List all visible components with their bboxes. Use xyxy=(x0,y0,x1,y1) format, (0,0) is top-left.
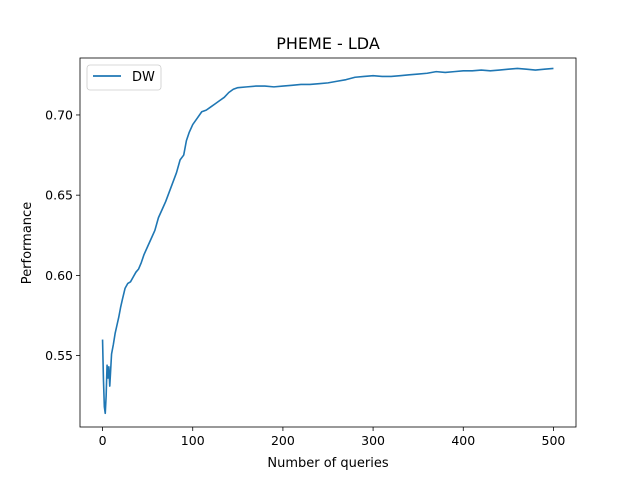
x-tick-label: 200 xyxy=(271,433,295,448)
y-axis-label: Performance xyxy=(20,202,35,284)
plot-area xyxy=(80,58,576,427)
y-tick-label: 0.70 xyxy=(45,107,73,122)
x-tick-label: 0 xyxy=(99,433,107,448)
y-tick-label: 0.65 xyxy=(45,188,73,203)
legend-box xyxy=(86,64,162,91)
chart-title: PHEME - LDA xyxy=(276,34,380,53)
x-tick-label: 400 xyxy=(451,433,475,448)
x-tick-label: 100 xyxy=(181,433,205,448)
x-tick-label: 300 xyxy=(361,433,385,448)
x-axis-label: Number of queries xyxy=(267,456,388,471)
legend-label-dw: DW xyxy=(132,70,155,85)
y-tick-label: 0.55 xyxy=(45,348,73,363)
series-line-dw xyxy=(101,67,554,415)
x-tick-label: 500 xyxy=(542,433,566,448)
plot-frame xyxy=(79,57,577,428)
legend: DW xyxy=(86,64,162,91)
y-tick-label: 0.60 xyxy=(45,268,73,283)
tick-group: 0 100 200 300 400 500 0.55 0.60 0.65 0.70 xyxy=(45,107,565,448)
